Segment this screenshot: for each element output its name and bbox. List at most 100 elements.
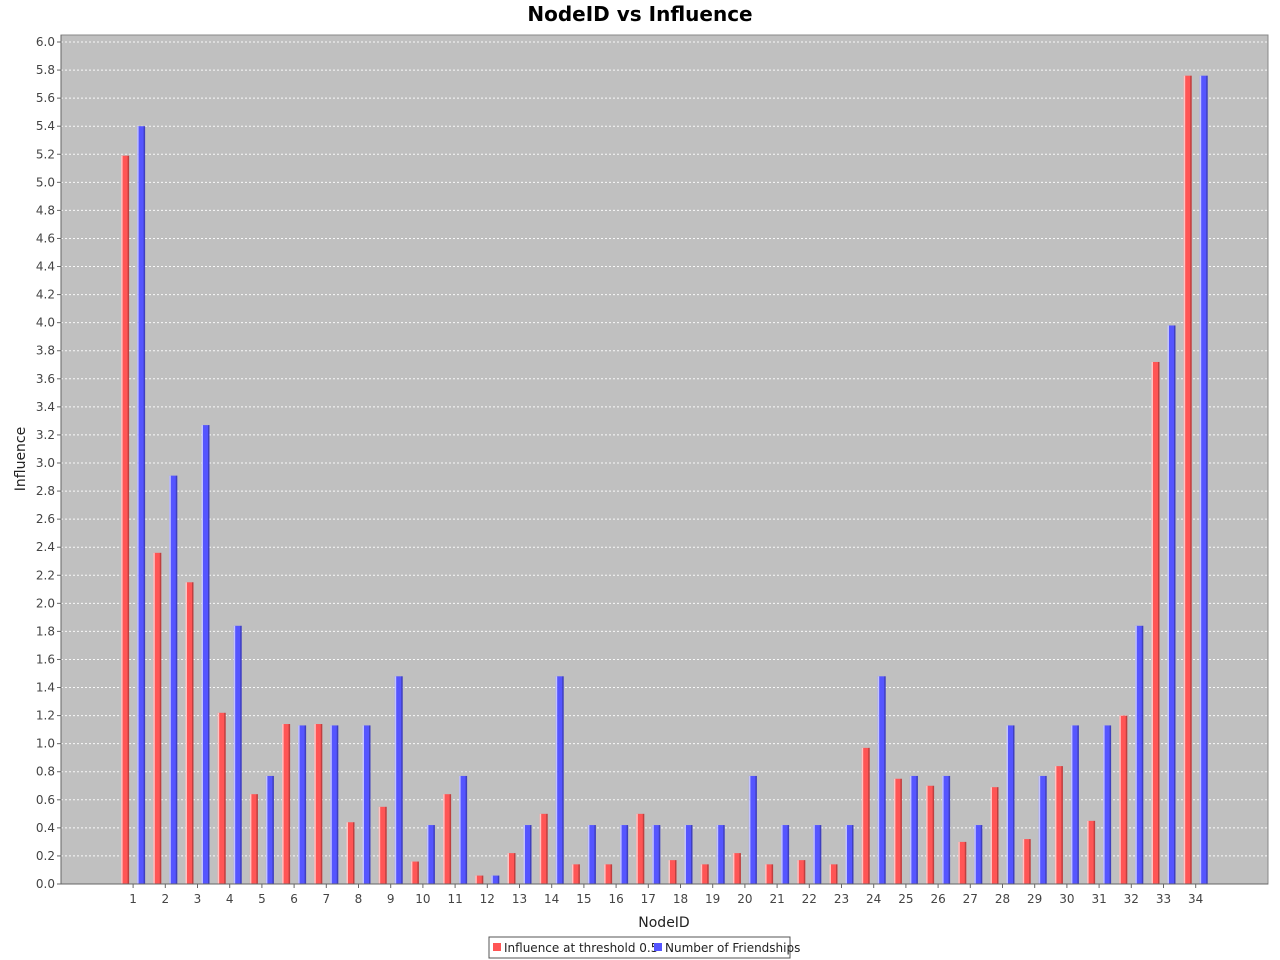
bar-friendships (1006, 725, 1015, 884)
x-tick-label: 9 (387, 892, 395, 906)
bar-highlight (330, 725, 332, 884)
bar-fill (652, 825, 661, 884)
bar-shadow (320, 724, 323, 884)
bar-shadow (562, 676, 564, 884)
bar-shadow (514, 853, 516, 884)
bar-fill (265, 775, 274, 884)
bar-shadow (819, 825, 822, 884)
bar-influence (604, 864, 613, 884)
bar-highlight (716, 825, 719, 884)
bar-influence (185, 582, 194, 884)
bar-friendships (1135, 625, 1144, 884)
bar-fill (604, 864, 613, 884)
x-tick-label: 6 (290, 892, 298, 906)
bar-highlight (990, 787, 992, 884)
bar-shadow (626, 825, 629, 884)
bar-fill (201, 425, 210, 884)
x-tick-label: 26 (930, 892, 945, 906)
bar-fill (781, 825, 790, 884)
bar-highlight (829, 864, 831, 884)
bar-friendships (1038, 775, 1047, 884)
bar-shadow (739, 853, 741, 884)
bar-friendships (330, 725, 339, 884)
bar-shadow (288, 724, 291, 884)
bar-influence (1022, 839, 1031, 884)
bar-fill (1199, 75, 1208, 885)
bar-shadow (675, 860, 677, 884)
bar-shadow (143, 126, 146, 884)
bar-highlight (942, 775, 944, 884)
bar-highlight (974, 825, 976, 884)
bar-shadow (127, 155, 130, 885)
bar-shadow (1141, 625, 1144, 884)
bar-highlight (265, 775, 268, 884)
bar-shadow (771, 864, 774, 884)
bar-highlight (346, 822, 348, 884)
bar-friendships (555, 676, 564, 884)
bar-influence (314, 724, 323, 884)
x-tick-label: 19 (705, 892, 720, 906)
bar-shadow (465, 775, 468, 884)
x-tick-label: 16 (608, 892, 623, 906)
bar-fill (137, 126, 146, 884)
bar-shadow (836, 864, 838, 884)
bar-friendships (684, 825, 693, 884)
bar-fill (1103, 725, 1112, 884)
x-tick-label: 33 (1156, 892, 1171, 906)
y-tick-label: 2.0 (36, 596, 55, 610)
bar-highlight (700, 864, 703, 884)
bar-fill (475, 875, 484, 884)
bar-friendships (426, 825, 435, 884)
bar-friendships (845, 825, 854, 884)
bar-shadow (578, 864, 580, 884)
bar-shadow (868, 747, 870, 884)
bar-fill (1087, 820, 1096, 884)
bar-shadow (852, 825, 854, 884)
bar-shadow (884, 676, 886, 884)
y-tick-label: 0.2 (36, 849, 55, 863)
x-axis-label: NodeID (638, 915, 689, 931)
bar-shadow (980, 825, 983, 884)
bar-shadow (256, 794, 258, 884)
bar-highlight (410, 861, 413, 884)
bar-shadow (1077, 725, 1079, 884)
bar-friendships (201, 425, 210, 884)
bar-fill (1135, 625, 1144, 884)
y-tick-label: 0.0 (36, 877, 55, 891)
bar-fill (636, 813, 645, 884)
bar-highlight (185, 582, 187, 884)
bar-highlight (1151, 361, 1153, 885)
x-tick-label: 12 (480, 892, 495, 906)
x-tick-label: 14 (544, 892, 559, 906)
legend-swatch-influence (493, 943, 501, 951)
bar-fill (845, 825, 854, 884)
y-tick-label: 3.6 (36, 372, 55, 386)
bar-fill (748, 775, 757, 884)
bar-shadow (159, 552, 162, 884)
bar-shadow (723, 825, 725, 884)
x-tick-label: 23 (834, 892, 849, 906)
bar-highlight (1070, 725, 1073, 884)
bar-influence (829, 864, 838, 884)
bar-fill (1151, 361, 1160, 885)
bar-fill (233, 625, 242, 884)
bar-highlight (1038, 775, 1041, 884)
x-tick-label: 24 (866, 892, 881, 906)
bar-influence (1054, 766, 1063, 884)
bar-fill (249, 794, 258, 884)
bar-influence (217, 712, 226, 884)
bar-highlight (249, 794, 252, 884)
bar-shadow (433, 825, 435, 884)
x-tick-label: 10 (415, 892, 430, 906)
bar-highlight (1119, 715, 1121, 884)
y-tick-label: 2.2 (36, 568, 55, 582)
bar-friendships (394, 676, 403, 884)
y-tick-label: 4.6 (36, 231, 55, 245)
bar-shadow (691, 825, 693, 884)
bar-highlight (394, 676, 397, 884)
bar-shadow (1013, 725, 1015, 884)
bar-highlight (861, 747, 864, 884)
bar-fill (571, 864, 580, 884)
bar-highlight (459, 775, 461, 884)
